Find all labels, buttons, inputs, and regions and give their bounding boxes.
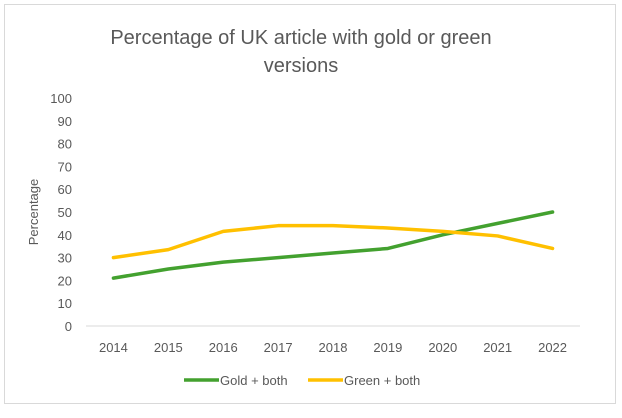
y-axis-label: Percentage	[26, 179, 41, 246]
chart-frame	[4, 4, 616, 404]
y-tick-label: 60	[58, 182, 72, 197]
y-tick-label: 30	[58, 251, 72, 266]
y-tick-label: 20	[58, 273, 72, 288]
x-tick-label: 2014	[99, 340, 128, 355]
x-tick-label: 2017	[264, 340, 293, 355]
y-tick-label: 80	[58, 137, 72, 152]
chart-title-line-1: Percentage of UK article with gold or gr…	[110, 27, 491, 49]
y-tick-label: 70	[58, 159, 72, 174]
y-tick-label: 10	[58, 296, 72, 311]
y-tick-label: 100	[50, 91, 72, 106]
x-tick-label: 2020	[428, 340, 457, 355]
legend-label: Gold + both	[220, 373, 288, 388]
x-tick-label: 2021	[483, 340, 512, 355]
x-tick-label: 2015	[154, 340, 183, 355]
y-tick-label: 90	[58, 114, 72, 129]
legend-label: Green + both	[344, 373, 420, 388]
x-tick-label: 2016	[209, 340, 238, 355]
x-tick-label: 2022	[538, 340, 567, 355]
x-tick-label: 2018	[319, 340, 348, 355]
y-tick-label: 50	[58, 205, 72, 220]
y-tick-label: 0	[65, 319, 72, 334]
y-tick-label: 40	[58, 228, 72, 243]
x-tick-label: 2019	[373, 340, 402, 355]
chart-title-line-2: versions	[264, 55, 338, 77]
